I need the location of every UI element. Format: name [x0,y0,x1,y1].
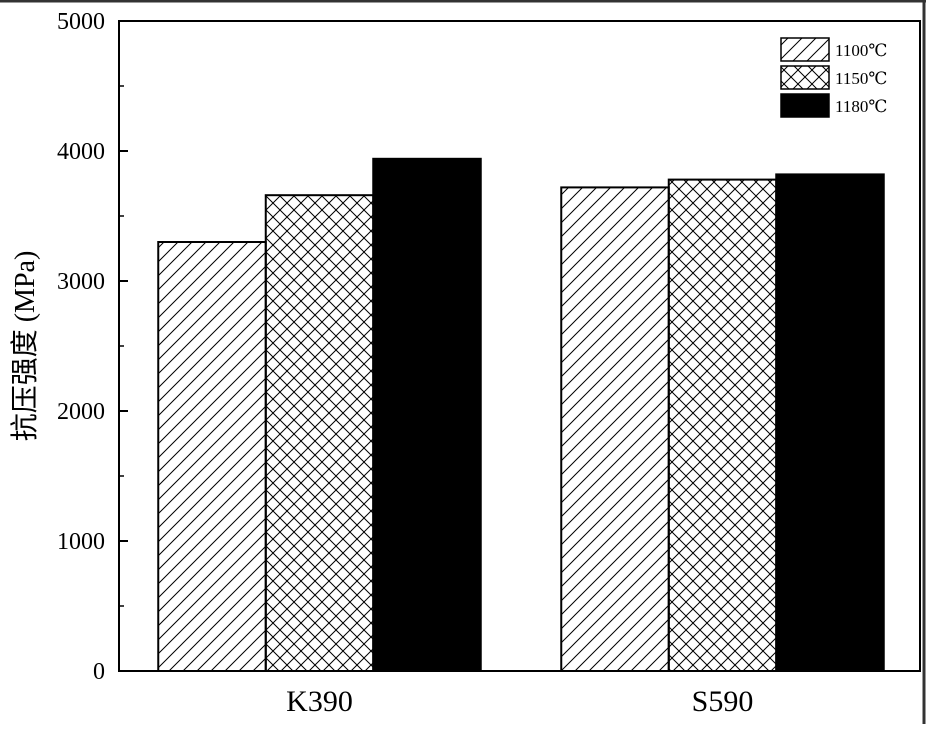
x-axis: K390 S590 [286,685,753,718]
y-axis-title: 抗压强度 (MPa) [9,251,41,442]
legend-label: 1100℃ [835,41,887,60]
y-tick-label: 3000 [57,269,105,295]
legend-swatch [780,93,830,118]
bar [264,194,375,672]
x-category-label: S590 [692,685,754,718]
legend-swatch [780,65,830,90]
legend: 1100℃ 1150℃ 1180℃ [780,37,887,118]
y-axis: 0 1000 2000 3000 4000 5000 [57,9,128,685]
bar [157,241,267,672]
bar [560,186,670,672]
bar [372,157,482,673]
y-tick-label: 2000 [57,399,105,425]
y-tick-label: 5000 [57,9,105,35]
legend-label: 1180℃ [835,97,887,116]
y-tick-label: 0 [93,659,105,685]
y-tick-label: 4000 [57,139,105,165]
y-tick-label: 1000 [57,529,105,555]
bar [667,178,778,672]
legend-swatch [780,37,830,62]
x-category-label: K390 [286,685,353,718]
bars-layer [157,157,885,673]
legend-label: 1150℃ [835,69,887,88]
bar [775,173,885,672]
